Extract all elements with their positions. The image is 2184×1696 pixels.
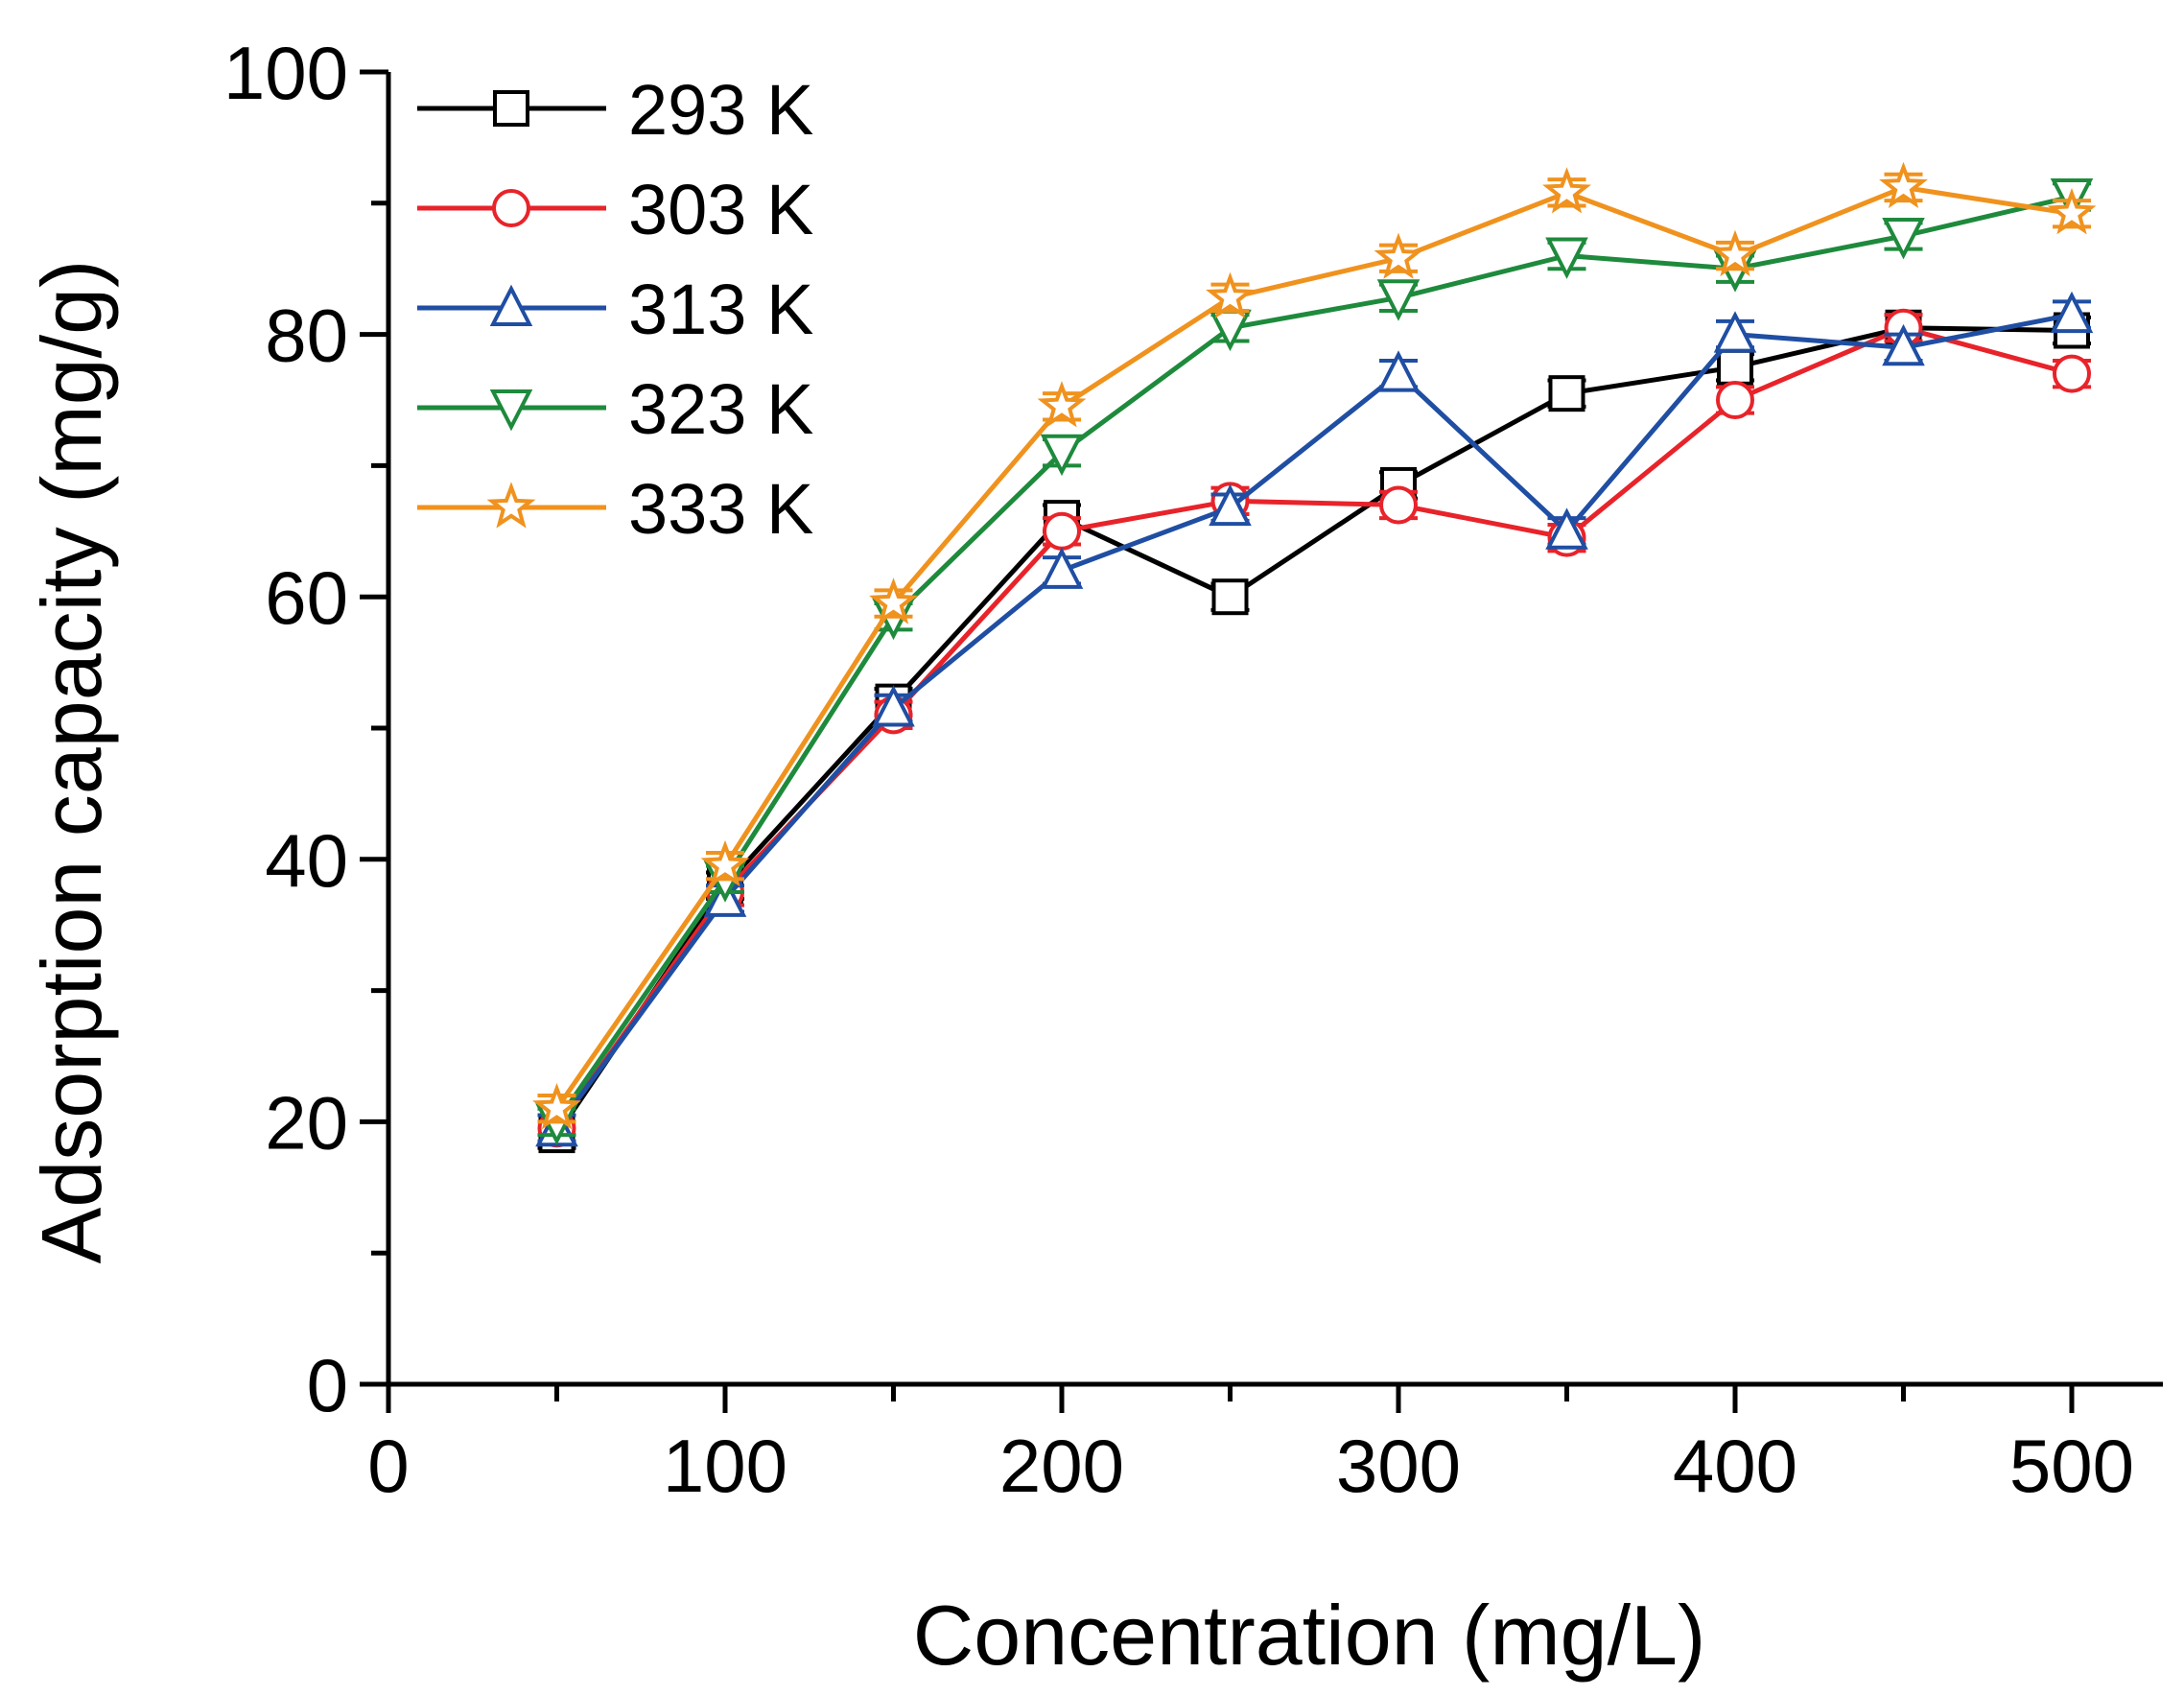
legend-label: 323 K (628, 369, 813, 449)
data-point (2053, 354, 2091, 393)
data-point (872, 685, 915, 727)
data-point (1717, 348, 1753, 386)
x-tick-label: 300 (1336, 1424, 1461, 1508)
y-tick-label: 40 (265, 818, 348, 903)
y-tick-label: 100 (223, 31, 348, 115)
x-tick-label: 0 (367, 1424, 409, 1508)
y-tick-label: 60 (265, 555, 348, 640)
y-tick-label: 80 (265, 294, 348, 378)
data-point (1374, 232, 1423, 279)
legend-label: 313 K (628, 270, 813, 349)
data-point (1043, 511, 1081, 551)
legend-marker (493, 90, 529, 127)
data-point (1206, 271, 1255, 318)
data-point (869, 577, 918, 624)
legend-item: 333 K (417, 469, 813, 549)
x-ticks: 0 100 200 300 400 500 (367, 1384, 2134, 1508)
x-tick-label: 500 (2009, 1424, 2134, 1508)
legend-item: 303 K (417, 170, 813, 249)
x-axis-title: Concentration (mg/L) (913, 1588, 1706, 1683)
y-tick-label: 20 (265, 1080, 348, 1165)
data-point (2047, 187, 2097, 235)
legend-marker (486, 482, 536, 529)
data-point (1882, 323, 1925, 366)
legend-marker (489, 389, 533, 432)
series-layer (532, 161, 2097, 1154)
legend-item: 323 K (417, 369, 813, 449)
x-tick-label: 200 (999, 1424, 1124, 1508)
data-point (1716, 381, 1754, 419)
legend-marker (492, 189, 530, 227)
data-point (1545, 507, 1588, 550)
data-point (1542, 167, 1591, 214)
data-point (1211, 578, 1249, 616)
legend-label: 333 K (628, 469, 813, 549)
data-point (1209, 483, 1252, 527)
data-point (1037, 381, 1087, 428)
legend-label: 303 K (628, 170, 813, 249)
legend-item: 313 K (417, 270, 813, 349)
data-point (532, 1082, 581, 1130)
axes: 0 100 200 300 400 500 0 20 40 60 80 100 (223, 31, 2163, 1508)
data-point (2050, 291, 2094, 334)
legend-label: 293 K (628, 70, 813, 150)
data-point (1879, 161, 1928, 209)
data-point (1376, 279, 1421, 321)
x-tick-label: 400 (1673, 1424, 1797, 1508)
legend: 293 K 303 K 313 K 323 K 333 K (417, 70, 813, 549)
series-line (554, 325, 2073, 1137)
series-313-k (535, 291, 2094, 1147)
series-line (554, 194, 2073, 1123)
legend-item: 293 K (417, 70, 813, 150)
data-point (1040, 547, 1084, 589)
y-axis-title: Adsorption capacity (mg/g) (24, 260, 119, 1264)
data-point (1713, 311, 1757, 353)
data-point (1548, 375, 1585, 412)
data-point (1376, 350, 1421, 392)
data-point (1882, 218, 1925, 260)
series-line (554, 312, 2073, 1130)
y-ticks: 0 20 40 60 80 100 (223, 31, 388, 1427)
data-point (1710, 229, 1760, 277)
data-point (1545, 237, 1588, 279)
x-tick-label: 100 (663, 1424, 787, 1508)
series-line (554, 184, 2073, 1111)
series-333-k (532, 161, 2097, 1130)
data-point (1040, 434, 1084, 477)
legend-marker (489, 284, 533, 326)
data-point (700, 839, 750, 887)
data-point (1379, 485, 1418, 525)
y-tick-label: 0 (307, 1343, 348, 1427)
